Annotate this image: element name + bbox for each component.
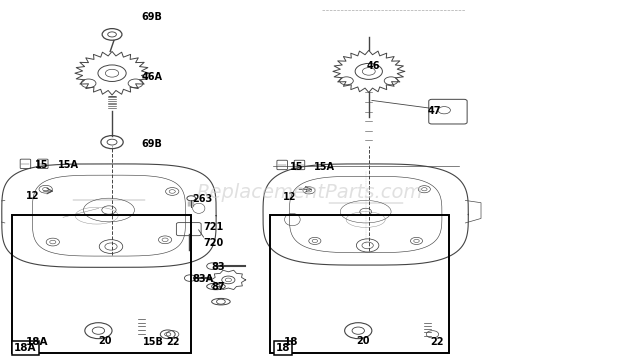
Text: 263: 263 (192, 194, 213, 205)
Text: 720: 720 (203, 238, 224, 248)
Bar (270, 215, 449, 353)
Text: 15A: 15A (314, 162, 335, 173)
Text: 15A: 15A (58, 159, 79, 170)
Text: 721: 721 (203, 222, 224, 232)
Text: 18: 18 (284, 337, 298, 347)
Text: 15: 15 (290, 162, 304, 173)
Text: 47: 47 (428, 106, 441, 116)
Text: 12: 12 (283, 191, 296, 202)
Text: 22: 22 (167, 337, 180, 347)
Text: 22: 22 (431, 337, 444, 347)
Text: 20: 20 (99, 336, 112, 346)
Text: 46A: 46A (142, 72, 162, 82)
Text: 18A: 18A (25, 337, 48, 347)
Text: 18: 18 (275, 343, 290, 353)
Text: 18A: 18A (14, 343, 37, 353)
Text: 69B: 69B (142, 12, 162, 22)
Text: ReplacementParts.com: ReplacementParts.com (197, 183, 423, 202)
Text: 20: 20 (356, 336, 370, 346)
Bar (12, 215, 191, 353)
Text: 15B: 15B (143, 337, 164, 347)
Text: 12: 12 (25, 191, 39, 201)
Text: 46: 46 (367, 61, 381, 71)
Text: 83: 83 (211, 262, 224, 272)
Text: 15: 15 (35, 159, 48, 170)
Text: 69B: 69B (142, 139, 162, 149)
Text: 87: 87 (211, 282, 224, 292)
Text: 83A: 83A (192, 274, 213, 284)
